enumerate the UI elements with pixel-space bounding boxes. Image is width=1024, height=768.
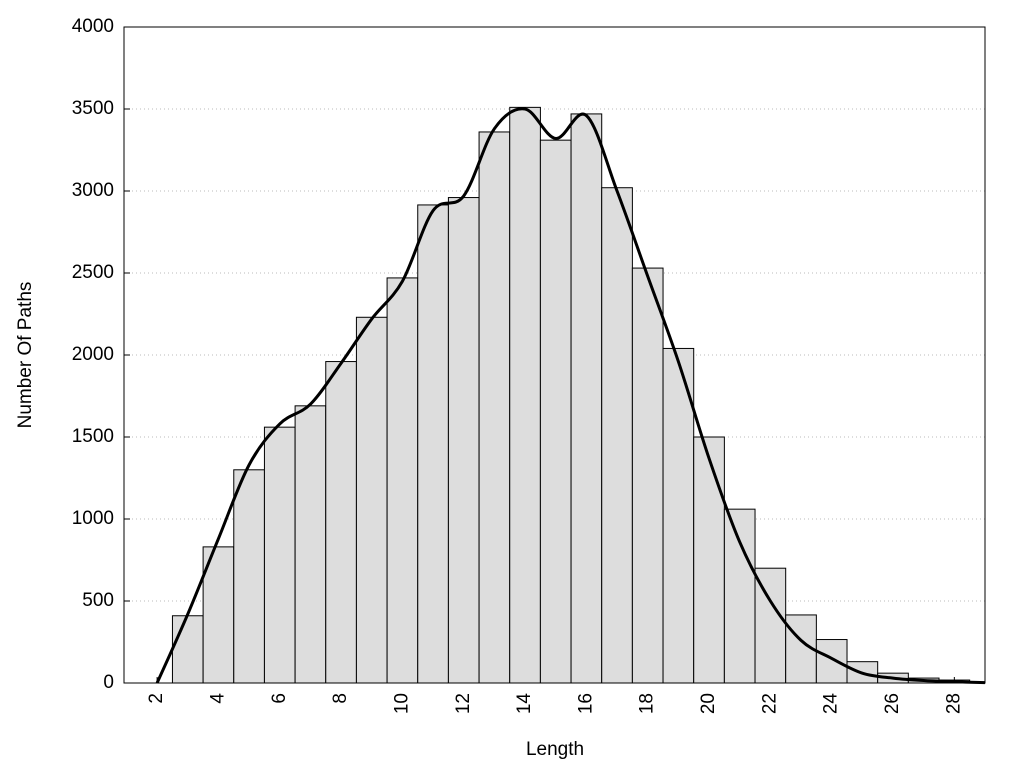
y-tick-label: 500 <box>82 590 114 611</box>
x-axis-label: Length <box>526 739 584 760</box>
x-tick-label: 16 <box>575 693 596 714</box>
bar <box>171 615 204 684</box>
x-tick-label: 6 <box>269 693 290 704</box>
y-tick-label: 3500 <box>72 98 114 119</box>
y-tick-label: 0 <box>103 672 114 693</box>
y-tick-label: 2000 <box>72 344 114 365</box>
y-tick-label: 1000 <box>72 508 114 529</box>
bar <box>539 139 572 684</box>
plot-frame <box>123 26 986 684</box>
x-tick-label: 8 <box>330 693 351 704</box>
bar <box>263 426 296 684</box>
bar <box>294 405 327 684</box>
bar <box>631 267 664 684</box>
bar <box>447 197 480 684</box>
x-tick-label: 2 <box>146 693 167 704</box>
bar <box>723 508 756 684</box>
x-tick-label: 14 <box>514 693 535 715</box>
bar <box>325 361 357 684</box>
y-axis-label: Number Of Paths <box>15 282 36 429</box>
bar <box>386 277 419 684</box>
x-tick-label: 10 <box>391 693 412 714</box>
y-tick-label: 4000 <box>72 16 114 37</box>
x-tick-label: 22 <box>759 693 780 714</box>
x-tick-label: 12 <box>453 693 474 714</box>
density-line <box>155 107 986 685</box>
bar <box>478 131 511 684</box>
bar <box>601 187 633 684</box>
x-tick-label: 28 <box>943 693 964 714</box>
x-tick-label: 18 <box>637 693 658 714</box>
bar <box>202 546 235 684</box>
bar <box>355 316 388 684</box>
y-tick-label: 2500 <box>72 262 114 283</box>
bar <box>417 204 449 684</box>
x-tick-label: 4 <box>207 693 228 704</box>
x-tick-label: 24 <box>821 693 842 715</box>
bar <box>233 469 265 684</box>
y-tick-label: 1500 <box>72 426 114 447</box>
y-tick-label: 3000 <box>72 180 114 201</box>
bar <box>693 436 725 684</box>
bar <box>754 567 787 684</box>
x-tick-label: 26 <box>882 693 903 714</box>
bar <box>509 106 541 684</box>
bar <box>815 639 848 684</box>
bar <box>570 113 603 684</box>
bar <box>662 347 695 684</box>
x-tick-label: 20 <box>698 693 719 714</box>
